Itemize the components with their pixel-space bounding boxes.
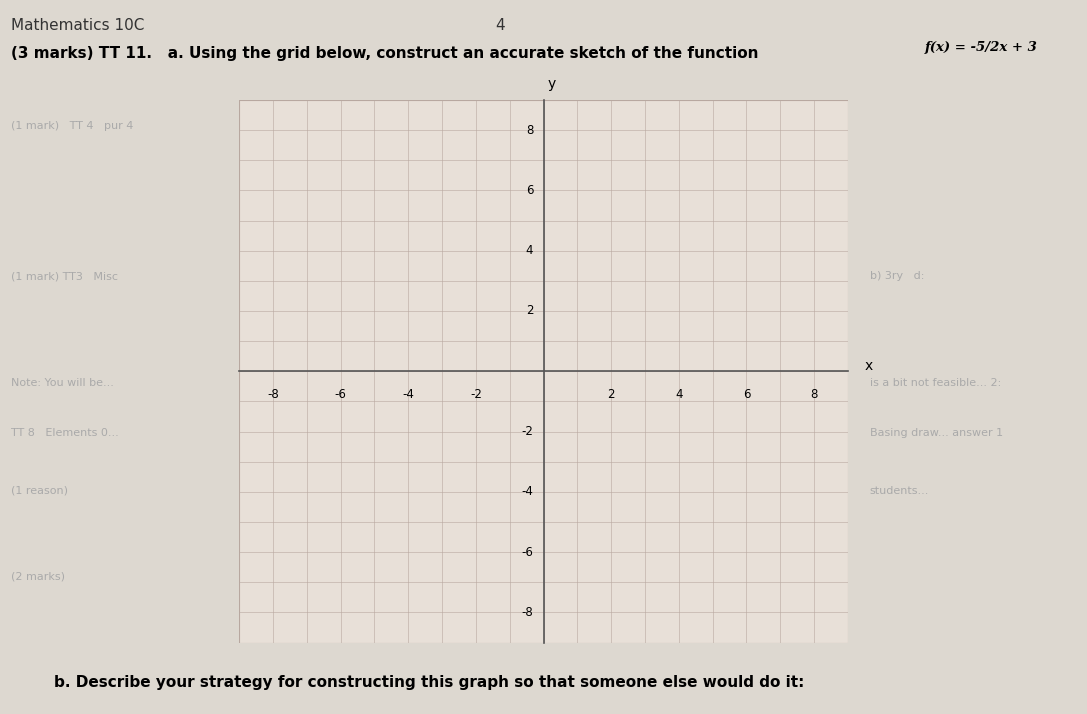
Text: -2: -2 <box>522 425 534 438</box>
Text: -8: -8 <box>522 606 534 619</box>
Text: 2: 2 <box>526 304 534 318</box>
Text: f(x) = -5/2x + 3: f(x) = -5/2x + 3 <box>925 41 1038 54</box>
Text: -4: -4 <box>402 388 414 401</box>
Text: (3 marks) TT 11.   a. Using the grid below, construct an accurate sketch of the : (3 marks) TT 11. a. Using the grid below… <box>11 46 759 61</box>
Text: is a bit not feasible... 2:: is a bit not feasible... 2: <box>870 378 1001 388</box>
Text: -6: -6 <box>522 545 534 558</box>
Text: TT 8   Elements 0...: TT 8 Elements 0... <box>11 428 118 438</box>
Text: 2: 2 <box>608 388 615 401</box>
Text: (1 mark)   TT 4   pur 4: (1 mark) TT 4 pur 4 <box>11 121 134 131</box>
Text: 6: 6 <box>742 388 750 401</box>
Text: x: x <box>865 359 873 373</box>
Text: Basing draw... answer 1: Basing draw... answer 1 <box>870 428 1002 438</box>
Text: 4: 4 <box>526 244 534 257</box>
Text: 8: 8 <box>810 388 817 401</box>
Text: (2 marks): (2 marks) <box>11 571 65 581</box>
Text: -4: -4 <box>522 486 534 498</box>
Text: -2: -2 <box>470 388 482 401</box>
Text: y: y <box>548 77 557 91</box>
Text: -6: -6 <box>335 388 347 401</box>
Text: b) 3ry   d:: b) 3ry d: <box>870 271 924 281</box>
Text: -8: -8 <box>267 388 279 401</box>
Text: Note: You will be...: Note: You will be... <box>11 378 114 388</box>
Text: b. Describe your strategy for constructing this graph so that someone else would: b. Describe your strategy for constructi… <box>54 675 804 690</box>
Text: Mathematics 10C: Mathematics 10C <box>11 18 145 33</box>
Text: 8: 8 <box>526 124 534 136</box>
Text: 6: 6 <box>526 184 534 197</box>
Text: 4: 4 <box>496 18 504 33</box>
Text: students...: students... <box>870 486 929 496</box>
Text: 4: 4 <box>675 388 683 401</box>
Text: (1 mark) TT3   Misc: (1 mark) TT3 Misc <box>11 271 117 281</box>
Text: (1 reason): (1 reason) <box>11 486 67 496</box>
